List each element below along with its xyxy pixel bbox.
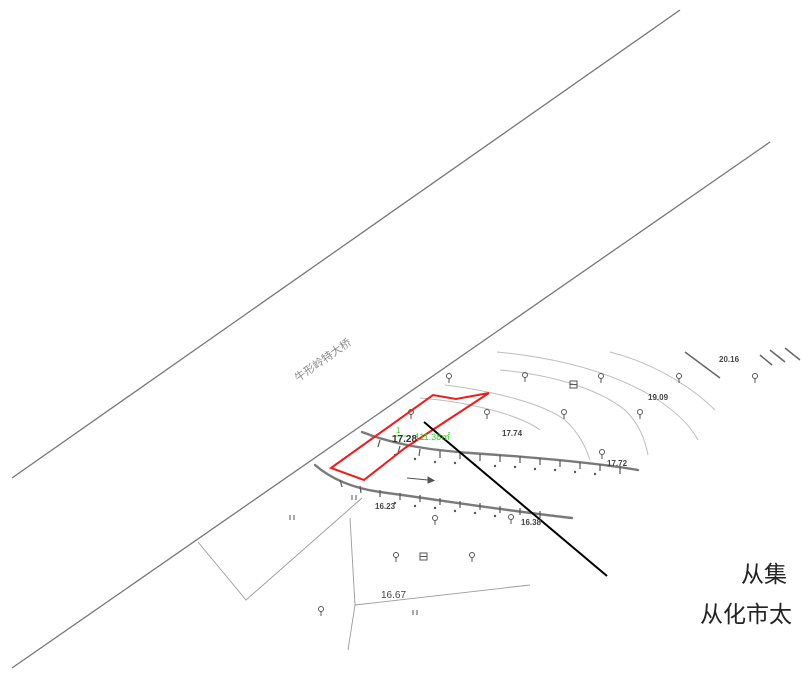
grass-icon bbox=[289, 515, 295, 520]
caption-line-1: 从集 bbox=[741, 562, 787, 588]
tree-icon bbox=[637, 409, 643, 419]
tree-icon bbox=[484, 409, 490, 419]
parcel-area-label: 111.38㎡ bbox=[415, 432, 450, 442]
elevation-label: 16.38 bbox=[521, 518, 542, 527]
tree-icon bbox=[393, 552, 399, 562]
landuse-symbols bbox=[289, 380, 578, 615]
parcel-boundaries bbox=[197, 497, 531, 651]
tree-icon bbox=[752, 373, 758, 383]
elevation-label: 17.74 bbox=[502, 429, 523, 438]
bridge-edge-north bbox=[11, 9, 681, 479]
elevation-label: 17.72 bbox=[607, 459, 628, 468]
field-symbol-icon bbox=[569, 380, 578, 389]
tree-icon bbox=[508, 514, 514, 524]
leader-line bbox=[423, 421, 608, 577]
spot-dots bbox=[393, 453, 597, 518]
caption-line-2: 从化市太 bbox=[700, 602, 792, 628]
bridge-edge-south bbox=[11, 141, 771, 669]
tree-icon bbox=[522, 372, 528, 382]
parcel-outline bbox=[328, 392, 490, 482]
tree-icon bbox=[469, 552, 475, 562]
tree-icon bbox=[599, 449, 605, 459]
tree-icon bbox=[318, 606, 324, 616]
elevation-label: 16.67 bbox=[381, 590, 406, 601]
tree-icon bbox=[432, 515, 438, 525]
tree-icon bbox=[446, 373, 452, 383]
parcel-id-label: 1 bbox=[396, 426, 401, 435]
elevation-label: 17.28 bbox=[392, 434, 417, 445]
edge-marks bbox=[684, 347, 801, 379]
grass-icon bbox=[412, 610, 418, 615]
elevation-label: 20.16 bbox=[719, 355, 740, 364]
flow-arrow-icon bbox=[406, 476, 436, 484]
tree-icon bbox=[561, 409, 567, 419]
tree-symbols bbox=[318, 372, 758, 616]
tree-icon bbox=[676, 373, 682, 383]
tick-marks bbox=[339, 439, 621, 518]
tree-icon bbox=[598, 373, 604, 383]
elevation-label: 19.09 bbox=[648, 393, 669, 402]
contour-lines bbox=[419, 351, 716, 461]
field-symbol-icon bbox=[419, 552, 428, 561]
elevation-label: 16.23 bbox=[375, 502, 396, 511]
grass-icon bbox=[351, 495, 357, 500]
road-name-label: 牛形岭特大桥 bbox=[292, 335, 354, 384]
